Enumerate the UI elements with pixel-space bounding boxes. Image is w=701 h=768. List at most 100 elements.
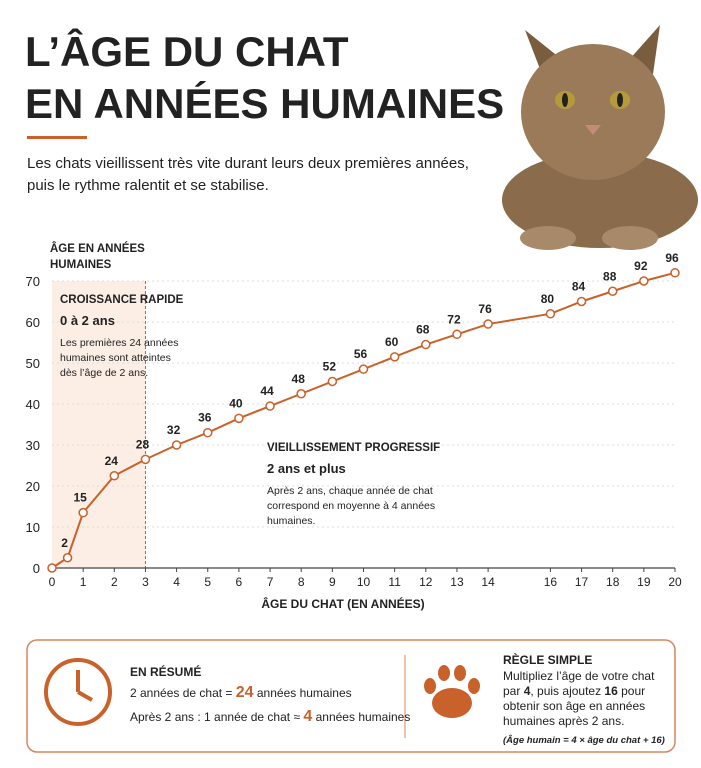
rule-line: par 4, puis ajoutez 16 pour xyxy=(503,684,645,698)
text-part: pour xyxy=(618,684,645,698)
point-label: 52 xyxy=(323,359,337,373)
x-tick-label: 20 xyxy=(668,575,682,589)
text-part: 2 années de chat = xyxy=(130,686,236,700)
x-tick-label: 2 xyxy=(111,575,118,589)
text-part: par xyxy=(503,684,524,698)
point-label: 68 xyxy=(416,323,430,337)
annotation-text: Après 2 ans, chaque année de chat xyxy=(267,485,433,497)
data-point xyxy=(47,563,57,573)
x-tick-label: 5 xyxy=(204,575,211,589)
data-point xyxy=(327,376,338,387)
text-part: années humaines xyxy=(254,686,352,700)
annotation-text: correspond en moyenne à 4 années xyxy=(267,500,435,512)
x-tick-label: 6 xyxy=(236,575,243,589)
y-tick-label: 70 xyxy=(26,274,40,289)
x-tick-label: 11 xyxy=(388,575,401,589)
x-tick-label: 17 xyxy=(575,575,589,589)
annotation-text: Les premières 24 années xyxy=(60,337,179,349)
summary-box xyxy=(26,639,676,753)
data-point xyxy=(62,553,73,563)
point-label: 72 xyxy=(447,312,461,326)
x-tick-label: 8 xyxy=(298,575,305,589)
annotation-title: CROISSANCE RAPIDE xyxy=(60,294,184,306)
subtitle-line: puis le rythme ralentit et se stabilise. xyxy=(27,177,269,194)
data-point xyxy=(389,352,400,362)
y-tick-label: 50 xyxy=(26,356,40,371)
text-part: 16 xyxy=(604,684,618,698)
data-point xyxy=(607,286,618,296)
x-tick-label: 10 xyxy=(357,575,371,589)
text-part: Après 2 ans : 1 année de chat ≈ xyxy=(130,710,303,724)
annotation-subtitle: 2 ans et plus xyxy=(267,461,346,476)
data-point xyxy=(483,319,493,329)
text-part: années humaines xyxy=(312,710,410,724)
text-part: humaines après 2 ans. xyxy=(503,714,624,728)
data-point xyxy=(452,329,462,340)
annotation-text: dès l’âge de 2 ans. xyxy=(60,367,148,379)
annotation-text: humaines. xyxy=(267,515,315,527)
x-tick-label: 7 xyxy=(267,575,274,589)
rule-line: humaines après 2 ans. xyxy=(503,714,624,728)
point-label: 88 xyxy=(603,269,617,283)
y-tick-label: 10 xyxy=(26,520,40,535)
x-tick-label: 0 xyxy=(49,575,56,589)
data-point xyxy=(109,471,120,481)
data-point xyxy=(639,276,649,286)
data-point xyxy=(234,413,244,424)
x-tick-label: 14 xyxy=(481,575,495,589)
point-label: 28 xyxy=(136,437,150,451)
y-tick-label: 40 xyxy=(26,397,40,412)
text-part: obtenir son âge en années xyxy=(503,699,645,713)
x-axis-title: ÂGE DU CHAT (EN ANNÉES) xyxy=(261,596,424,611)
point-label: 96 xyxy=(665,251,679,265)
x-tick-label: 18 xyxy=(606,575,620,589)
data-point xyxy=(203,427,213,438)
title-line: EN ANNÉES HUMAINES xyxy=(25,80,504,127)
x-tick-label: 3 xyxy=(142,575,149,589)
x-tick-label: 4 xyxy=(173,575,180,589)
x-tick-label: 1 xyxy=(80,575,87,589)
point-label: 56 xyxy=(354,347,368,361)
summary-heading: EN RÉSUMÉ xyxy=(130,664,201,679)
highlight-number: 24 xyxy=(236,684,254,701)
annotation-subtitle: 0 à 2 ans xyxy=(60,313,115,328)
data-point xyxy=(78,507,88,518)
data-point xyxy=(171,440,182,450)
cat-illustration xyxy=(502,25,698,250)
point-label: 40 xyxy=(229,396,243,410)
data-point xyxy=(421,339,431,350)
summary-heading: RÈGLE SIMPLE xyxy=(503,652,592,667)
data-point xyxy=(545,309,556,319)
point-label: 2 xyxy=(61,536,68,550)
shaded-region xyxy=(52,281,146,568)
annotation-text: humaines sont atteintes xyxy=(60,352,171,364)
data-point xyxy=(670,268,680,278)
point-label: 60 xyxy=(385,335,399,349)
summary-line: Après 2 ans : 1 année de chat ≈ 4 années… xyxy=(130,708,410,725)
point-label: 76 xyxy=(478,302,492,316)
point-label: 92 xyxy=(634,259,648,273)
y-axis-title: HUMAINES xyxy=(50,259,112,271)
y-axis-title: ÂGE EN ANNÉES xyxy=(50,242,145,255)
subtitle-line: Les chats vieillissent très vite durant … xyxy=(27,155,469,172)
x-tick-label: 13 xyxy=(450,575,464,589)
point-label: 15 xyxy=(73,491,87,505)
x-tick-label: 12 xyxy=(419,575,433,589)
point-label: 44 xyxy=(260,384,274,398)
rule-line: obtenir son âge en années xyxy=(503,699,645,713)
x-tick-label: 16 xyxy=(544,575,558,589)
point-label: 84 xyxy=(572,280,586,294)
accent-rule xyxy=(27,136,87,139)
text-part: Multipliez l’âge de votre chat xyxy=(503,669,655,683)
x-tick-label: 19 xyxy=(637,575,651,589)
rule-line: Multipliez l’âge de votre chat xyxy=(503,669,655,683)
y-tick-label: 30 xyxy=(26,438,40,453)
point-label: 80 xyxy=(541,292,555,306)
y-tick-label: 20 xyxy=(26,479,40,494)
data-point xyxy=(296,389,306,399)
highlight-number: 4 xyxy=(303,708,312,725)
text-part: , puis ajoutez xyxy=(530,684,604,698)
data-point xyxy=(358,364,369,374)
